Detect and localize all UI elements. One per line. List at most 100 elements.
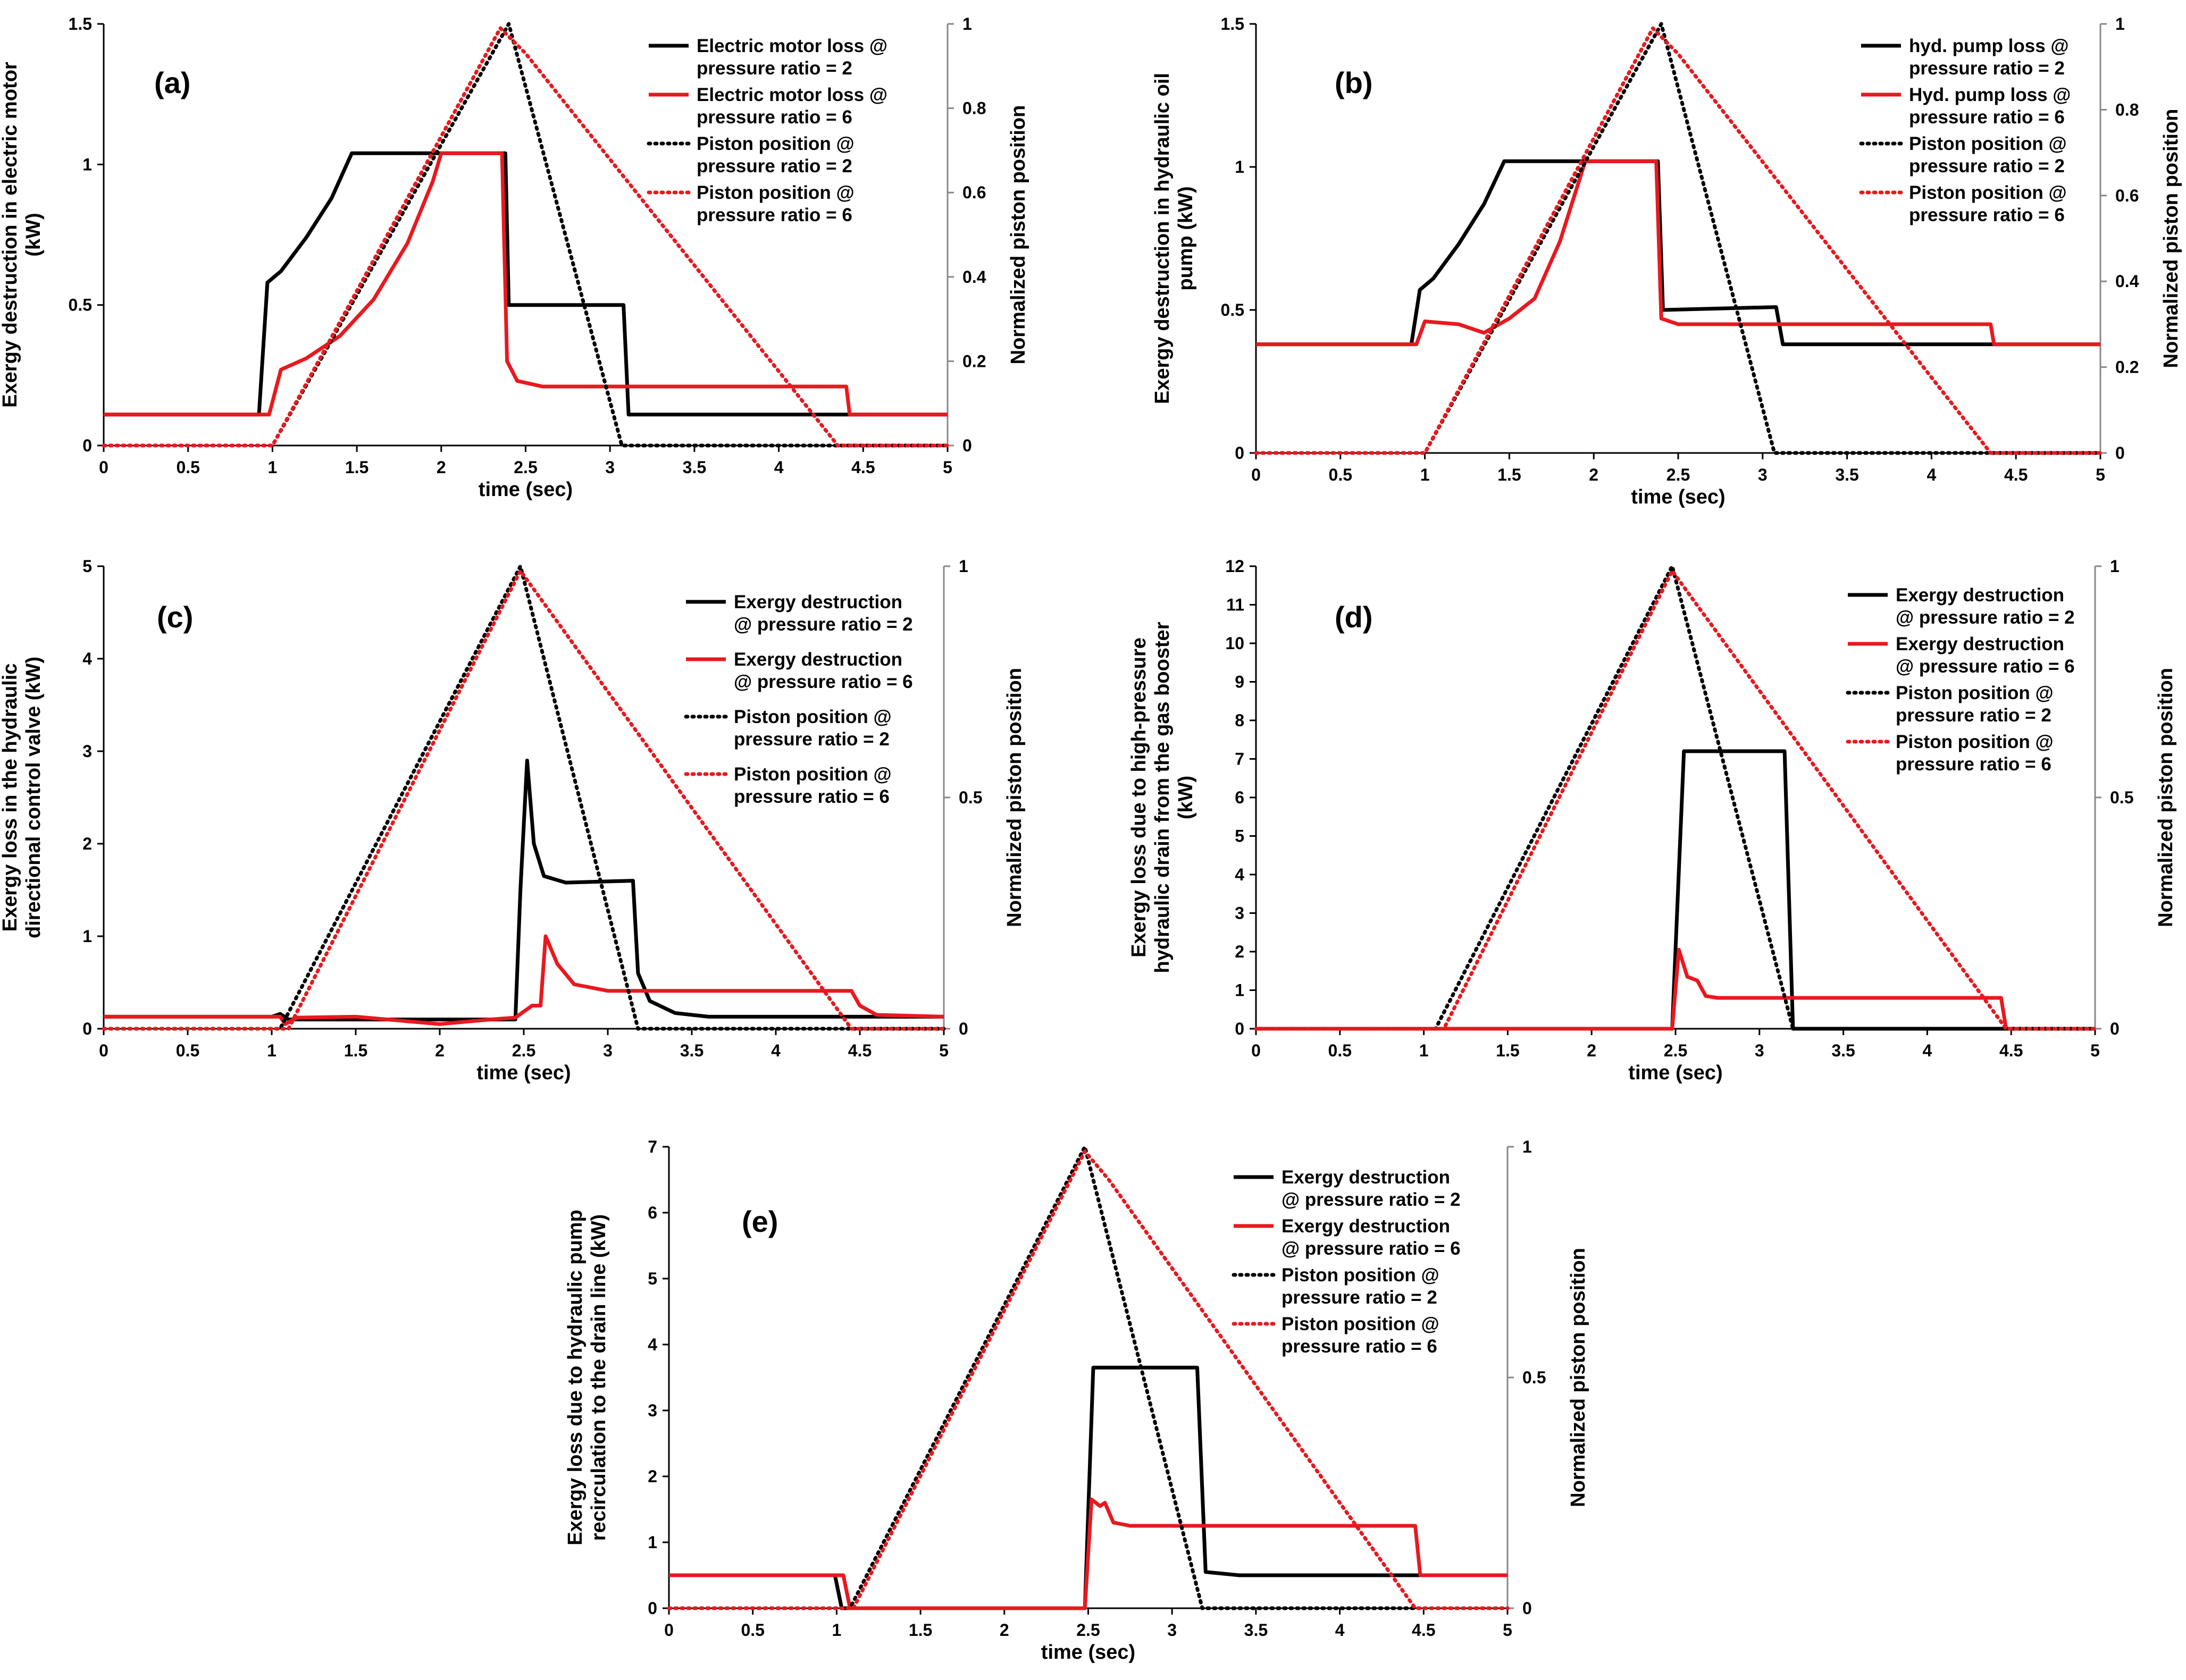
y-tick-label: 1 bbox=[82, 927, 92, 946]
series-line-1 bbox=[669, 1365, 1507, 1610]
legend-label: Piston position @ bbox=[697, 182, 855, 203]
legend-label: Piston position @ bbox=[697, 133, 855, 154]
x-tick-label: 4 bbox=[771, 1041, 781, 1060]
legend-label: Exergy destruction bbox=[734, 592, 902, 612]
y-axis-label: pump (kW) bbox=[1175, 186, 1197, 290]
x-tick-label: 5 bbox=[939, 1041, 949, 1060]
legend-label: @ pressure ratio = 6 bbox=[1896, 656, 2075, 677]
x-tick-label: 0.5 bbox=[1329, 465, 1352, 484]
y-tick-label: 6 bbox=[648, 1203, 657, 1222]
x-tick-label: 4.5 bbox=[1412, 1620, 1435, 1640]
y-tick-label: 11 bbox=[1226, 595, 1244, 615]
legend-label: pressure ratio = 2 bbox=[1909, 58, 2065, 79]
x-tick-label: 4.5 bbox=[848, 1041, 872, 1060]
legend-label: @ pressure ratio = 2 bbox=[1282, 1189, 1461, 1210]
legend-label: Electric motor loss @ bbox=[697, 36, 887, 56]
legend: Exergy destruction@ pressure ratio = 2Ex… bbox=[684, 592, 913, 807]
x-tick-label: 1 bbox=[1420, 465, 1430, 484]
series-line-4 bbox=[1254, 26, 2103, 455]
panel-label: (a) bbox=[154, 66, 190, 99]
legend-label: @ pressure ratio = 6 bbox=[1282, 1238, 1461, 1259]
series-line-4 bbox=[1254, 569, 2097, 1031]
y2-tick-label: 0 bbox=[2115, 443, 2125, 463]
x-tick-label: 2 bbox=[1000, 1620, 1009, 1640]
y2-tick-label: 1 bbox=[962, 14, 972, 33]
panel-label: (e) bbox=[742, 1205, 778, 1238]
y-tick-label: 3 bbox=[82, 742, 92, 761]
y-tick-label: 0 bbox=[82, 436, 92, 455]
x-tick-label: 0.5 bbox=[176, 458, 199, 477]
series-line-4 bbox=[102, 569, 946, 1031]
y-tick-label: 1 bbox=[648, 1533, 657, 1552]
legend-label: pressure ratio = 2 bbox=[697, 156, 852, 177]
y-tick-label: 0 bbox=[1235, 1019, 1244, 1038]
x-tick-label: 4.5 bbox=[2004, 465, 2028, 484]
x-tick-label: 4.5 bbox=[1999, 1041, 2023, 1060]
x-tick-label: 0 bbox=[99, 1041, 108, 1060]
legend-label: pressure ratio = 6 bbox=[1282, 1336, 1437, 1357]
legend-label: Piston position @ bbox=[734, 764, 892, 785]
x-tick-label: 2.5 bbox=[514, 458, 537, 477]
y-tick-label: 12 bbox=[1225, 557, 1244, 576]
legend-label: Exergy destruction bbox=[1282, 1216, 1450, 1237]
x-tick-label: 4 bbox=[1927, 465, 1937, 484]
y2-tick-label: 0.2 bbox=[962, 351, 986, 371]
panel-label: (d) bbox=[1335, 600, 1373, 634]
series-line-3 bbox=[102, 22, 950, 448]
y-axis-label: Exergy loss due to high-pressure bbox=[1128, 637, 1150, 957]
legend-label: @ pressure ratio = 6 bbox=[734, 671, 913, 692]
y-tick-label: 1 bbox=[82, 155, 92, 174]
x-tick-label: 1.5 bbox=[1497, 465, 1521, 484]
y2-tick-label: 0.8 bbox=[962, 99, 986, 118]
y-tick-label: 2 bbox=[82, 834, 92, 853]
legend-label: @ pressure ratio = 2 bbox=[734, 614, 913, 635]
y2-tick-label: 0 bbox=[959, 1019, 968, 1038]
y-tick-label: 8 bbox=[1235, 711, 1244, 730]
legend-label: pressure ratio = 2 bbox=[697, 58, 852, 79]
x-axis-label: time (sec) bbox=[1041, 1641, 1135, 1664]
y2-axis-label: Normalized piston position bbox=[1567, 1248, 1589, 1507]
series-line-3 bbox=[1254, 22, 2103, 455]
y-axis-label: hydraulic drain from the gas booster bbox=[1151, 621, 1174, 973]
legend-label: Piston position @ bbox=[1909, 182, 2067, 203]
x-tick-label: 0.5 bbox=[741, 1620, 764, 1640]
x-tick-label: 1 bbox=[267, 1041, 277, 1060]
y-tick-label: 1 bbox=[1235, 981, 1244, 1000]
chart-b: 0 0.5 1 1.5 2 2.5 3 3.5 4 4.5 500.511.500.20.40.60… bbox=[1151, 14, 2182, 508]
x-tick-label: 3.5 bbox=[680, 1041, 703, 1060]
y2-tick-label: 1 bbox=[1522, 1137, 1532, 1156]
y2-axis-label: Normalized piston position bbox=[1003, 668, 1026, 927]
y-tick-label: 1 bbox=[1235, 157, 1244, 177]
y2-tick-label: 0 bbox=[962, 436, 972, 455]
x-tick-label: 1.5 bbox=[344, 1041, 367, 1060]
y-axis-label: Exergy loss due to hydraulic pump bbox=[564, 1209, 587, 1545]
legend-label: Piston position @ bbox=[734, 707, 892, 727]
y-axis-label: Exergy loss in the hydraulic bbox=[0, 663, 21, 932]
x-axis-label: time (sec) bbox=[476, 1062, 571, 1084]
y2-tick-label: 1 bbox=[2110, 557, 2120, 576]
x-tick-label: 0 bbox=[1251, 1041, 1261, 1060]
legend-label: Exergy destruction bbox=[1896, 634, 2064, 654]
legend-label: Exergy destruction bbox=[1282, 1167, 1450, 1188]
legend-label: Electric motor loss @ bbox=[697, 85, 887, 105]
y2-tick-label: 0 bbox=[1522, 1599, 1532, 1618]
x-tick-label: 3 bbox=[603, 1041, 613, 1060]
legend-label: Exergy destruction bbox=[1896, 585, 2064, 606]
y-tick-label: 3 bbox=[648, 1401, 657, 1420]
y-axis-label: Exergy destruction in hydraulic oil bbox=[1151, 73, 1174, 404]
legend-label: pressure ratio = 6 bbox=[1896, 754, 2051, 775]
y-tick-label: 0.5 bbox=[1221, 300, 1244, 320]
y2-tick-label: 0.5 bbox=[2110, 788, 2133, 807]
y-tick-label: 4 bbox=[648, 1335, 657, 1354]
y2-tick-label: 0 bbox=[2110, 1019, 2120, 1038]
y2-tick-label: 0.2 bbox=[2115, 358, 2139, 377]
y-tick-label: 1.5 bbox=[1221, 14, 1244, 33]
y-tick-label: 10 bbox=[1225, 634, 1244, 653]
y-tick-label: 9 bbox=[1235, 673, 1244, 692]
y-tick-label: 4 bbox=[82, 649, 92, 668]
legend-label: hyd. pump loss @ bbox=[1909, 36, 2069, 56]
